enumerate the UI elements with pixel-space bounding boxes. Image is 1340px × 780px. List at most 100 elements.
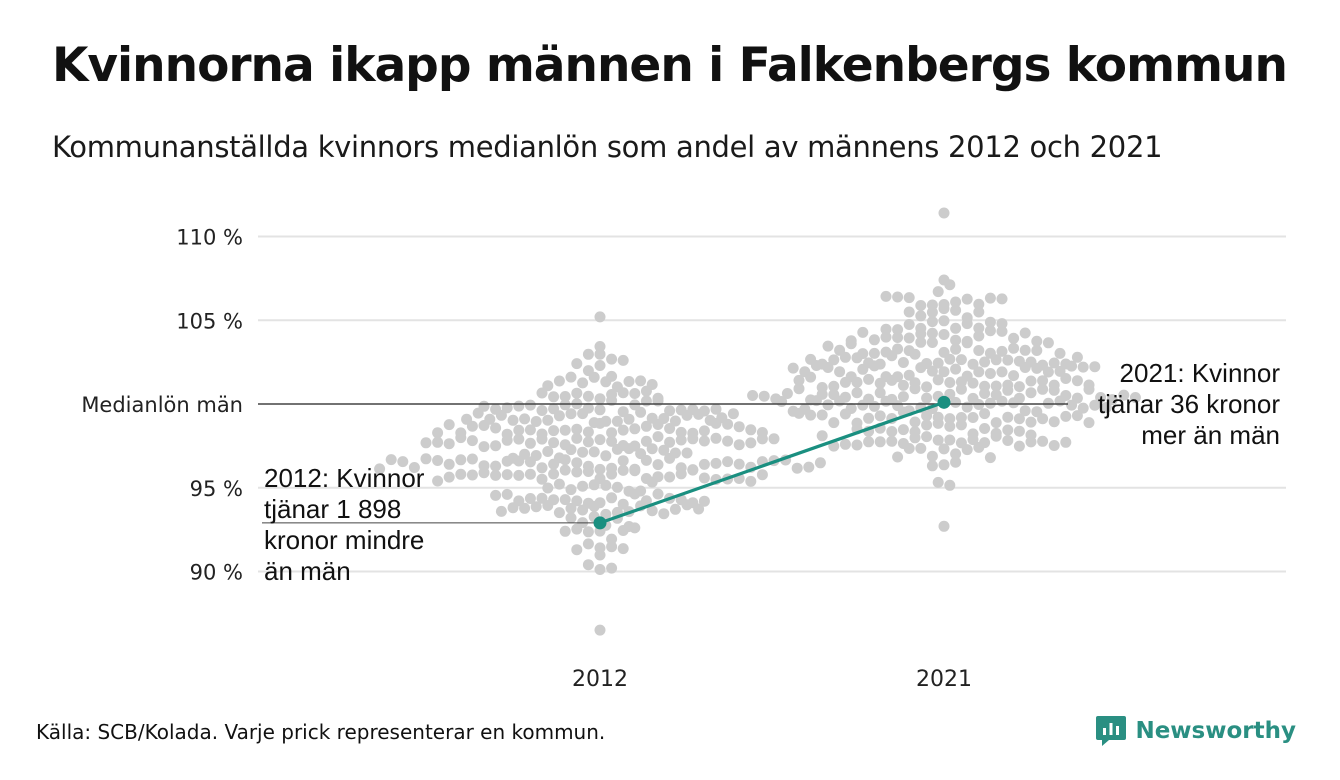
municipality-dot (892, 332, 904, 343)
municipality-dot (921, 410, 933, 422)
municipality-dot (944, 279, 956, 291)
municipality-dot (646, 476, 658, 488)
municipality-dot (839, 351, 851, 363)
municipality-dot (926, 365, 938, 377)
municipality-dot (629, 465, 641, 477)
municipality-dot (588, 500, 600, 512)
municipality-dot (513, 469, 525, 481)
municipality-dot (768, 433, 780, 445)
municipality-dot (420, 437, 432, 449)
municipality-dot (787, 362, 799, 374)
municipality-dot (606, 541, 618, 553)
municipality-dot (646, 505, 658, 517)
municipality-dot (559, 494, 571, 506)
municipality-dot (950, 334, 962, 346)
municipality-dot (967, 434, 979, 446)
municipality-dot (874, 377, 886, 389)
municipality-dot (747, 390, 759, 401)
municipality-dot (897, 357, 909, 368)
municipality-dot (938, 366, 950, 378)
municipality-dot (961, 401, 973, 413)
annotation-2021: 2021: Kvinnor tjänar 36 kronor mer än mä… (1098, 358, 1280, 451)
municipality-dot (1008, 342, 1020, 354)
municipality-dot (652, 431, 664, 443)
municipality-dot (758, 390, 770, 402)
municipality-dot (874, 436, 886, 448)
municipality-dot (582, 390, 594, 402)
municipality-dot (571, 387, 583, 399)
municipality-dot (1071, 375, 1083, 387)
municipality-dot (979, 423, 991, 434)
annotation-2012-line: än män (264, 556, 351, 586)
municipality-dot (432, 455, 444, 466)
municipality-dot (1083, 383, 1095, 395)
municipality-dot (698, 458, 710, 470)
municipality-dot (640, 420, 652, 432)
municipality-dot (443, 471, 455, 483)
municipality-dot (478, 441, 490, 453)
municipality-dot (582, 559, 594, 571)
municipality-dot (984, 325, 996, 337)
municipality-dot (536, 433, 548, 445)
highlight-point (937, 395, 951, 409)
municipality-dot (710, 403, 722, 415)
municipality-dot (571, 523, 583, 535)
municipality-dot (1100, 402, 1112, 413)
municipality-dot (1013, 440, 1025, 452)
municipality-dot (658, 508, 670, 520)
highlight-series (593, 395, 951, 530)
municipality-dot (1048, 440, 1060, 451)
municipality-dot (973, 306, 985, 318)
municipality-dot (1019, 344, 1031, 356)
y-axis-ticks: 110 % 105 % Medianlön män 95 % 90 % (81, 226, 243, 585)
municipality-dot (950, 322, 962, 334)
municipality-dot (921, 392, 933, 404)
municipality-dot (938, 303, 950, 315)
municipality-dot (1106, 394, 1118, 406)
municipality-dot (932, 417, 944, 429)
municipality-dot (921, 419, 933, 431)
municipality-dot (501, 488, 513, 500)
brand-logo[interactable]: Newsworthy (1095, 714, 1296, 748)
municipality-dot (524, 493, 536, 504)
municipality-dot (617, 424, 629, 436)
municipality-dot (834, 366, 846, 378)
municipality-dot (892, 324, 904, 336)
annotation-2012-line: tjänar 1 898 (264, 494, 402, 524)
municipality-dot (996, 366, 1008, 378)
municipality-dot (1060, 373, 1072, 384)
y-tick-label: 105 % (176, 309, 243, 333)
municipality-dot (675, 426, 687, 438)
municipality-dot (606, 492, 618, 504)
municipality-dot (938, 459, 950, 471)
municipality-dot (915, 328, 927, 340)
municipality-dot (996, 345, 1008, 357)
municipality-dot (577, 446, 589, 458)
municipality-dot (635, 375, 647, 387)
newsworthy-chart-bubble-icon (1096, 716, 1127, 746)
municipality-dot (600, 376, 612, 388)
municipality-dot (710, 417, 722, 429)
municipality-dot (932, 357, 944, 369)
municipality-dot (1037, 435, 1049, 447)
municipality-dot (710, 432, 722, 444)
municipality-dot (693, 408, 705, 420)
municipality-dot (466, 420, 478, 432)
municipality-dot (961, 293, 973, 305)
municipality-dot (408, 462, 420, 473)
municipality-dot (1037, 375, 1049, 387)
beeswarm-dots (374, 207, 1141, 636)
municipality-dot (582, 426, 594, 438)
municipality-dot (559, 399, 571, 411)
municipality-dot (1066, 399, 1078, 411)
municipality-dot (571, 432, 583, 444)
municipality-dot (839, 408, 851, 420)
annotation-2021-line: mer än män (1141, 420, 1280, 450)
municipality-dot (863, 373, 875, 385)
municipality-dot (874, 410, 886, 422)
municipality-dot (874, 387, 886, 399)
municipality-dot (915, 310, 927, 322)
municipality-dot (640, 435, 652, 447)
municipality-dot (1013, 381, 1025, 393)
municipality-dot (950, 304, 962, 316)
